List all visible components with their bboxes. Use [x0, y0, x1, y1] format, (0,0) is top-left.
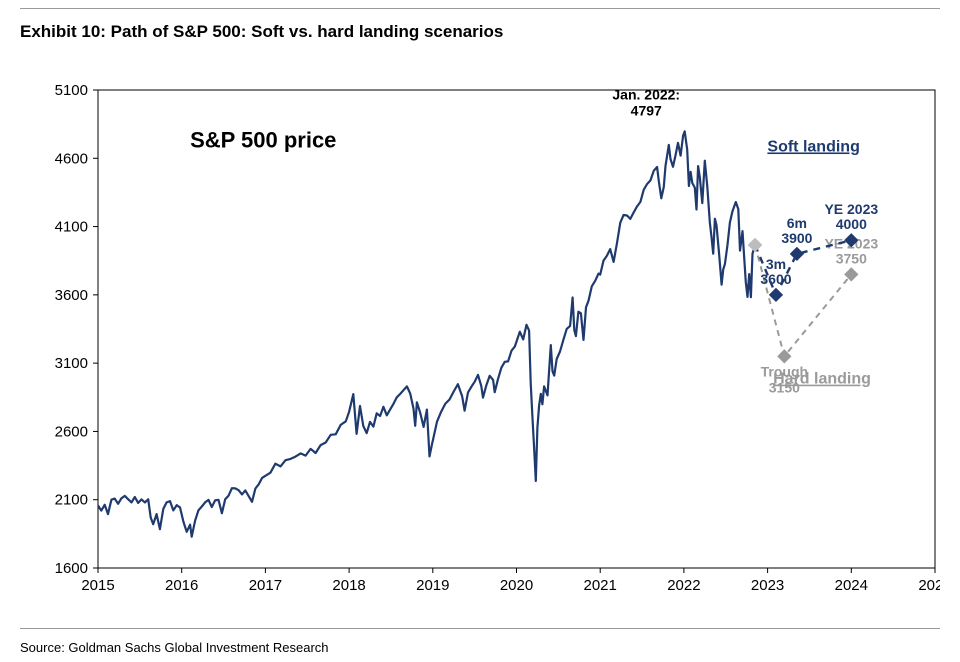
peak-annot-val: 4797 — [631, 103, 662, 119]
soft-landing-annot-val: 3600 — [760, 271, 791, 287]
peak-annot: Jan. 2022: — [612, 87, 680, 103]
chart: 1600 2100 2600 3100 3600 4100 4600 5100 2015 2016… — [40, 70, 940, 610]
x-tick-label: 2022 — [667, 577, 700, 594]
soft-landing-annot-val: 4000 — [836, 216, 867, 232]
x-tick-label: 2023 — [751, 577, 784, 594]
y-tick-label: 3100 — [55, 355, 88, 372]
exhibit-title: Exhibit 10: Path of S&P 500: Soft vs. ha… — [20, 22, 503, 42]
x-tick-label: 2020 — [500, 577, 533, 594]
y-tick-label: 5100 — [55, 82, 88, 99]
source-text: Source: Goldman Sachs Global Investment … — [20, 640, 329, 655]
soft-landing-annot-val: 3900 — [781, 230, 812, 246]
x-tick-label: 2025 — [918, 577, 940, 594]
y-tick-label: 2100 — [55, 492, 88, 509]
rule-top — [20, 8, 940, 9]
soft-landing-annot: 3m — [766, 256, 786, 272]
y-tick-label: 4100 — [55, 219, 88, 236]
chart-svg: 1600 2100 2600 3100 3600 4100 4600 5100 2015 2016… — [40, 70, 940, 610]
hard-landing-label: Hard landing — [773, 371, 871, 388]
hard-landing-annot-val: 3750 — [836, 250, 867, 266]
y-tick-label: 2600 — [55, 423, 88, 440]
x-tick-label: 2024 — [835, 577, 868, 594]
x-tick-label: 2016 — [165, 577, 198, 594]
soft-landing-annot: 6m — [787, 215, 807, 231]
series-title: S&P 500 price — [190, 127, 336, 152]
x-tick-label: 2017 — [249, 577, 282, 594]
y-tick-label: 1600 — [55, 560, 88, 577]
soft-landing-label: Soft landing — [767, 138, 859, 155]
soft-landing-annot: YE 2023 — [824, 201, 878, 217]
x-tick-label: 2021 — [584, 577, 617, 594]
x-tick-label: 2019 — [416, 577, 449, 594]
rule-bottom — [20, 628, 940, 629]
x-tick-label: 2018 — [332, 577, 365, 594]
y-tick-label: 4600 — [55, 150, 88, 167]
y-tick-label: 3600 — [55, 287, 88, 304]
x-tick-label: 2015 — [81, 577, 114, 594]
